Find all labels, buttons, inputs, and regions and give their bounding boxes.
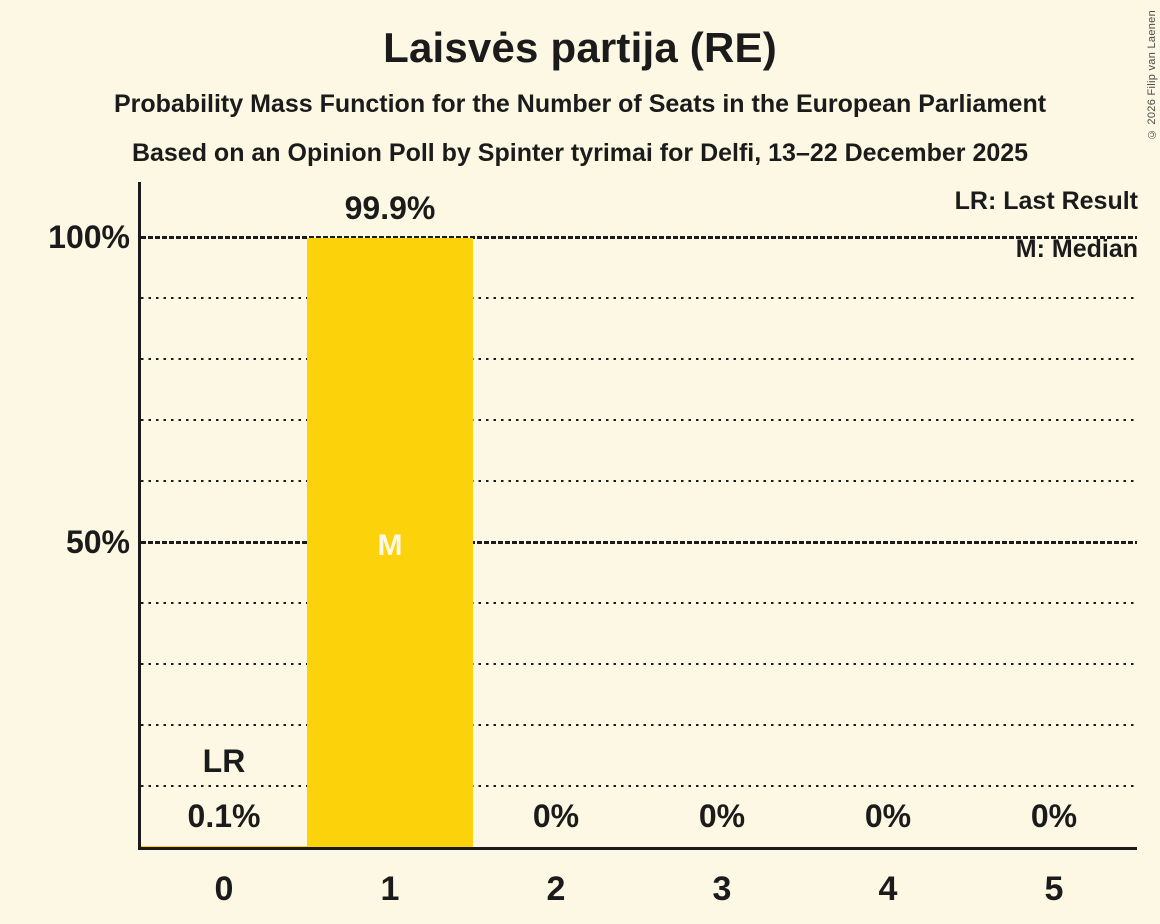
- gridline-60pct: [141, 480, 1137, 482]
- chart-legend: LR: Last Result M: Median: [955, 177, 1138, 273]
- gridline-90pct: [141, 297, 1137, 299]
- x-tick-label-2: 2: [546, 870, 566, 908]
- bar-seats-1: [307, 237, 473, 847]
- y-axis-line: [138, 182, 141, 850]
- chart-title: Laisvės partija (RE): [383, 24, 777, 71]
- bar-seats-0: [141, 846, 307, 847]
- last-result-annotation: LR: [202, 743, 246, 779]
- value-label-5: 0%: [1030, 798, 1078, 834]
- gridline-20pct: [141, 724, 1137, 726]
- value-label-3: 0%: [698, 798, 746, 834]
- gridline-50pct: [141, 541, 1137, 544]
- legend-median: M: Median: [1015, 235, 1138, 263]
- value-label-4: 0%: [864, 798, 912, 834]
- x-tick-label-0: 0: [214, 870, 234, 908]
- value-label-2: 0%: [532, 798, 580, 834]
- plot-area: [141, 182, 1137, 847]
- gridline-10pct: [141, 785, 1137, 787]
- gridline-70pct: [141, 419, 1137, 421]
- x-axis-line: [138, 847, 1137, 850]
- value-label-0: 0.1%: [187, 798, 261, 834]
- x-tick-label-1: 1: [380, 870, 400, 908]
- copyright-text: © 2026 Filip van Laenen: [1146, 10, 1158, 141]
- value-label-1: 99.9%: [344, 189, 436, 226]
- y-tick-label-100pct: 100%: [48, 219, 130, 255]
- x-tick-label-5: 5: [1044, 870, 1064, 908]
- x-tick-label-3: 3: [712, 870, 732, 908]
- chart-subtitle: Probability Mass Function for the Number…: [113, 90, 1047, 118]
- gridline-100pct: [141, 236, 1137, 239]
- chart-poll-note: Based on an Opinion Poll by Spinter tyri…: [131, 139, 1029, 167]
- x-tick-label-4: 4: [878, 870, 898, 908]
- gridline-80pct: [141, 358, 1137, 360]
- median-annotation: M: [377, 529, 403, 563]
- gridline-40pct: [141, 602, 1137, 604]
- gridline-30pct: [141, 663, 1137, 665]
- legend-last-result: LR: Last Result: [954, 187, 1138, 215]
- y-tick-label-50pct: 50%: [65, 524, 130, 560]
